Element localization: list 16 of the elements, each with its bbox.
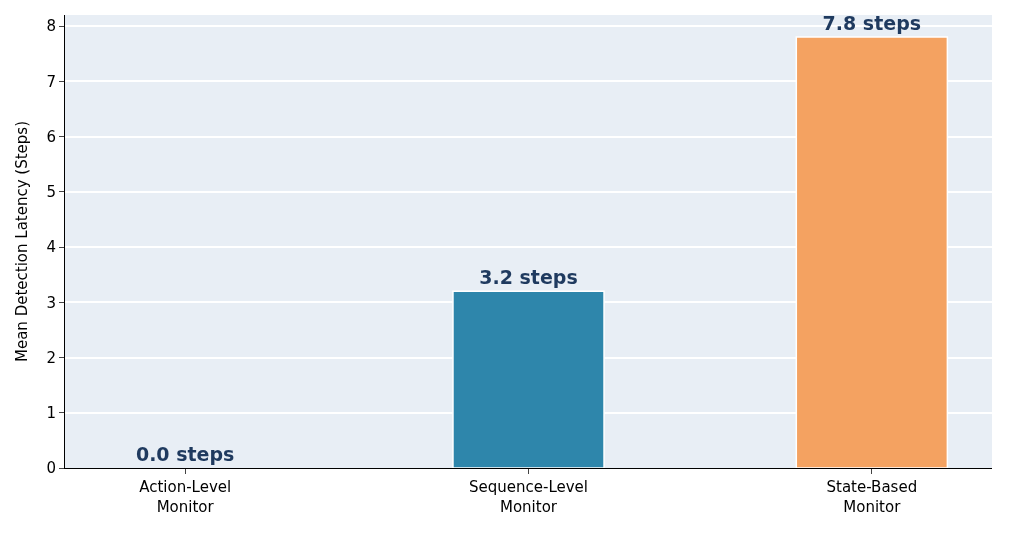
y-tick-label: 1 — [46, 404, 56, 423]
y-tick-label: 8 — [46, 17, 56, 36]
data-label: 0.0 steps — [135, 443, 235, 465]
y-tick-label: 6 — [46, 127, 56, 146]
x-tick-label: State-Based Monitor — [826, 478, 918, 516]
data-label: 7.8 steps — [822, 12, 922, 35]
y-tick-label: 7 — [46, 72, 56, 91]
y-tick-label: 2 — [46, 348, 56, 367]
y-axis-title: Mean Detection Latency (Steps) — [12, 120, 31, 363]
y-tick-label: 3 — [46, 293, 56, 312]
y-tick-label: 4 — [46, 238, 56, 257]
x-tick-label: Sequence-Level Monitor — [469, 478, 588, 516]
y-tick-label: 0 — [46, 459, 56, 478]
x-tick-label: Action-Level Monitor — [139, 478, 232, 516]
y-tick-label: 5 — [46, 183, 56, 202]
data-label: 3.2 steps — [479, 266, 578, 289]
